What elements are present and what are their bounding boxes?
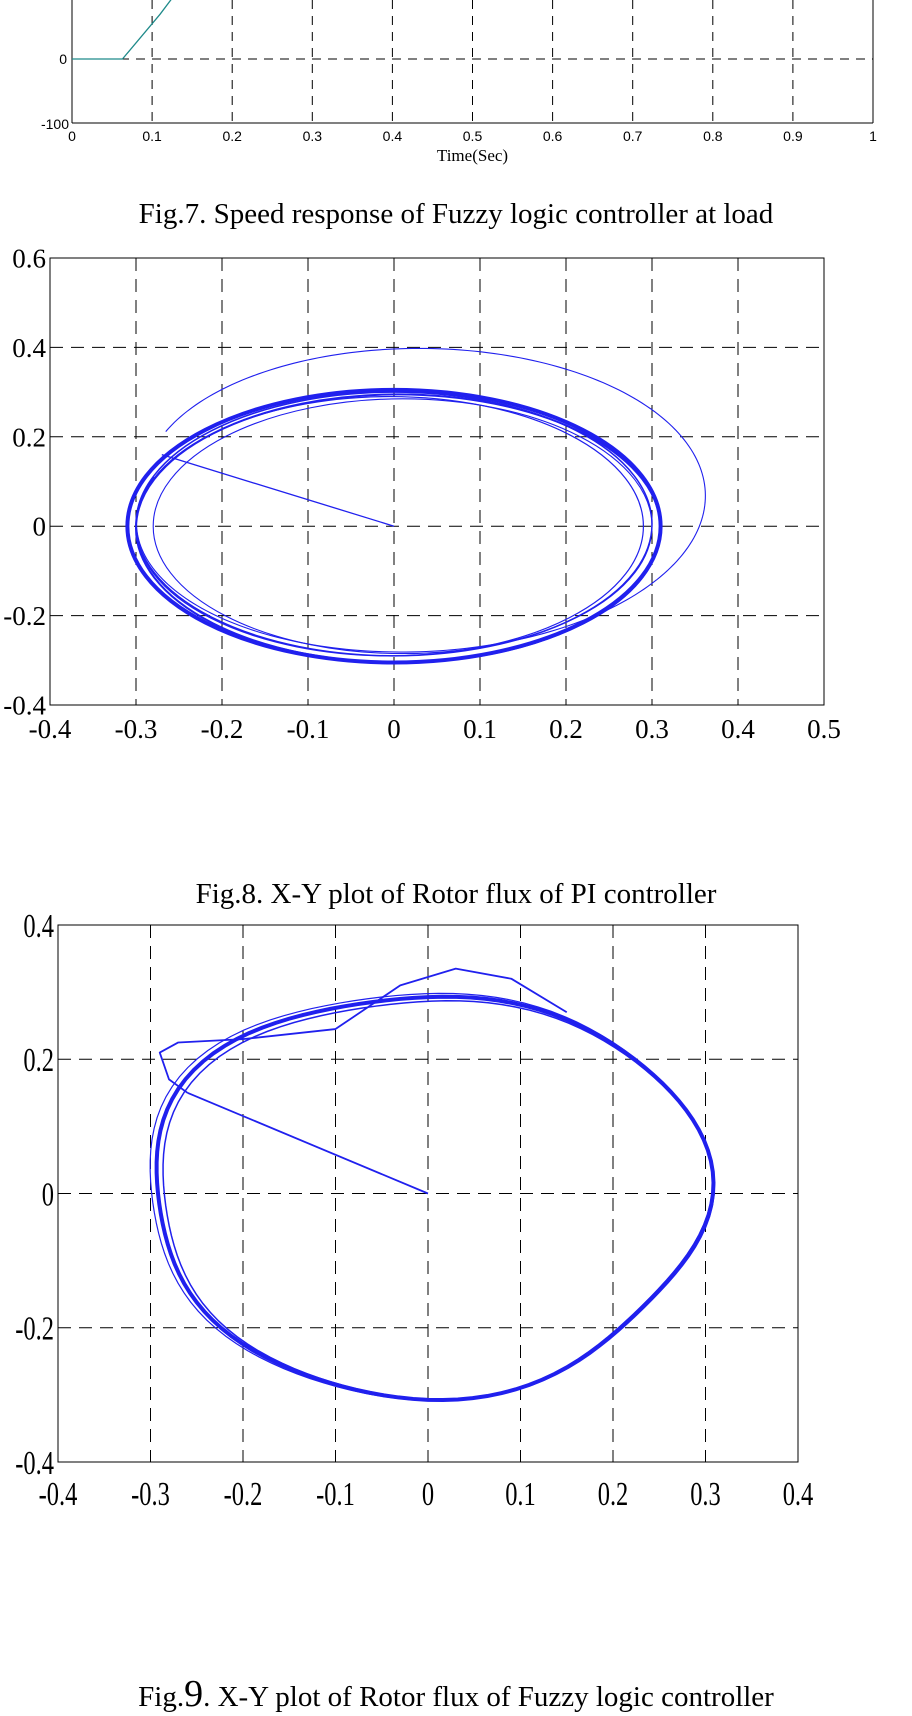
x-axis-label: Time(Sec) xyxy=(437,146,508,165)
x-tick-label: 0.2 xyxy=(549,714,583,744)
x-tick-label: 0.1 xyxy=(142,128,162,144)
flux-steady-loop xyxy=(135,395,645,657)
flux-steady-loop xyxy=(149,992,714,1402)
x-tick-label: 0.3 xyxy=(303,128,323,144)
x-tick-label: 0.3 xyxy=(690,1476,721,1513)
x-tick-label: 0.1 xyxy=(505,1476,536,1513)
x-tick-label: 0.4 xyxy=(783,1476,814,1513)
y-tick-label: -0.4 xyxy=(15,1445,54,1482)
y-tick-label: -0.2 xyxy=(15,1311,54,1348)
x-tick-label: -0.2 xyxy=(201,714,244,744)
flux-transient-loop xyxy=(135,347,706,653)
y-tick-label: 0 xyxy=(42,1177,54,1214)
figure-9-caption-prefix: Fig. xyxy=(138,1681,185,1713)
plot-frame xyxy=(49,257,825,706)
y-tick-label: 0.4 xyxy=(23,908,54,945)
x-tick-label: 0.8 xyxy=(703,128,723,144)
x-tick-label: 0.9 xyxy=(783,128,803,144)
figure-9-caption-rest: . X-Y plot of Rotor flux of Fuzzy logic … xyxy=(203,1681,774,1713)
y-tick-label: -0.2 xyxy=(3,601,46,631)
figure-7-caption: Fig.7. Speed response of Fuzzy logic con… xyxy=(138,198,774,230)
x-tick-label: -0.4 xyxy=(29,714,72,744)
x-tick-label: 0.6 xyxy=(543,128,563,144)
x-tick-label: -0.2 xyxy=(224,1476,263,1513)
x-tick-label: 0 xyxy=(422,1476,434,1513)
flux-steady-loop xyxy=(162,1000,716,1401)
x-tick-label: 1 xyxy=(869,128,877,144)
x-tick-label: 0.2 xyxy=(222,128,242,144)
pi-rotor-flux-chart: -0.4 -0.3 -0.2 -0.1 0 0.1 0.2 0.3 0.4 0.5 -0.4 -0.2… xyxy=(3,243,841,744)
figure-8-caption: Fig.8. X-Y plot of Rotor flux of PI cont… xyxy=(195,878,717,910)
figure-9-caption-number: 9 xyxy=(184,1673,204,1715)
x-tick-label: 0 xyxy=(387,714,401,744)
y-tick-label: -0.4 xyxy=(3,690,46,720)
x-tick-label: -0.1 xyxy=(287,714,330,744)
speed-response-chart: 0 0.1 0.2 0.3 0.4 0.5 0.6 0.7 0.8 0.9 10-100Time(S… xyxy=(41,0,877,165)
y-tick-label: 0.4 xyxy=(12,333,46,363)
x-tick-label: 0.5 xyxy=(463,128,483,144)
x-tick-label: 0.2 xyxy=(598,1476,629,1513)
x-tick-label: -0.3 xyxy=(131,1476,170,1513)
x-tick-label: -0.3 xyxy=(115,714,158,744)
figure-9-caption: Fig.9. X-Y plot of Rotor flux of Fuzzy l… xyxy=(0,1672,912,1716)
x-tick-label: 0.3 xyxy=(635,714,669,744)
x-tick-label: -0.1 xyxy=(316,1476,355,1513)
flux-steady-loop xyxy=(154,994,716,1403)
x-tick-label: 0 xyxy=(68,128,76,144)
y-tick-label: 0.2 xyxy=(23,1042,54,1079)
x-tick-label: 0.4 xyxy=(721,714,755,744)
speed-series-line xyxy=(72,0,172,60)
fuzzy-rotor-flux-chart: -0.4 -0.3 -0.2 -0.1 0 0.1 0.2 0.3 0.4 -0.4 -0.2 0 0.… xyxy=(15,908,813,1513)
flux-transient-line xyxy=(161,454,395,527)
y-tick-label: 0.2 xyxy=(12,422,46,452)
x-tick-label: 0.7 xyxy=(623,128,643,144)
y-tick-label: 0.6 xyxy=(12,243,46,273)
x-tick-label: 0.1 xyxy=(463,714,497,744)
y-tick-label: -100 xyxy=(41,116,69,132)
x-tick-label: 0.4 xyxy=(383,128,403,144)
x-tick-label: 0.5 xyxy=(807,714,841,744)
x-tick-label: -0.4 xyxy=(39,1476,78,1513)
flux-transient-line xyxy=(187,1091,429,1195)
y-tick-label: 0 xyxy=(59,51,67,67)
y-tick-label: 0 xyxy=(33,512,47,542)
flux-transient-path xyxy=(158,967,568,1094)
